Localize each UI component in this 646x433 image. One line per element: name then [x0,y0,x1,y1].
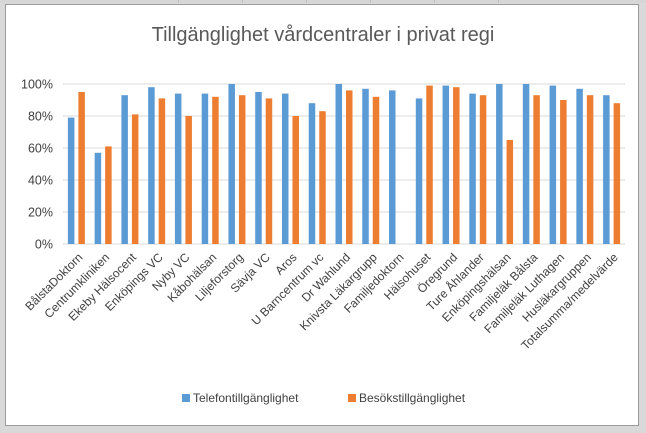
spreadsheet-column-divider [370,0,371,3]
spreadsheet-header-strip [0,0,646,3]
y-tick-label: 20% [28,206,53,220]
bar-telefontillganglighet[interactable] [415,98,423,245]
gridlines [63,83,625,245]
bar-telefontillganglighet[interactable] [148,87,155,244]
spreadsheet-column-divider [498,0,499,3]
bar-telefontillganglighet[interactable] [389,90,396,245]
bar-besokstillganglighet[interactable] [78,92,85,244]
bar-besokstillganglighet[interactable] [372,96,380,244]
bar-telefontillganglighet[interactable] [308,103,316,244]
chart-title[interactable]: Tillgänglighet vårdcentraler i privat re… [152,24,495,46]
legend-label[interactable]: Besökstillgänglighet [359,391,466,405]
bar-besokstillganglighet[interactable] [506,140,514,244]
bar-telefontillganglighet[interactable] [549,85,557,244]
legend[interactable]: Telefontillgänglighet Besökstillgänglighe… [182,391,466,405]
spreadsheet-column-divider [178,0,179,3]
legend-swatch [348,394,356,402]
bar-besokstillganglighet[interactable] [131,114,139,245]
bar-telefontillganglighet[interactable] [94,152,102,244]
bar-telefontillganglighet[interactable] [335,84,343,244]
legend-swatch [182,394,190,402]
bar-telefontillganglighet[interactable] [281,93,289,244]
bar-telefontillganglighet[interactable] [469,93,476,244]
bar-telefontillganglighet[interactable] [576,88,583,244]
y-tick-label: 0% [35,238,53,252]
bar-besokstillganglighet[interactable] [105,146,112,244]
bar-telefontillganglighet[interactable] [522,84,530,244]
bar-besokstillganglighet[interactable] [586,95,594,244]
bar-series-group[interactable] [67,84,621,245]
bar-telefontillganglighet[interactable] [174,93,182,244]
legend-label[interactable]: Telefontillgänglighet [193,391,299,405]
bar-telefontillganglighet[interactable] [255,92,262,244]
bar-besokstillganglighet[interactable] [238,95,246,244]
y-tick-label: 80% [28,110,53,124]
spreadsheet-column-divider [242,0,243,3]
bar-telefontillganglighet[interactable] [496,84,503,244]
bar-besokstillganglighet[interactable] [319,111,326,244]
y-tick-label: 40% [28,174,53,188]
bar-besokstillganglighet[interactable] [426,85,433,244]
bar-besokstillganglighet[interactable] [212,96,219,244]
bar-besokstillganglighet[interactable] [533,95,540,244]
bar-besokstillganglighet[interactable] [613,103,621,244]
bar-besokstillganglighet[interactable] [453,87,460,244]
bar-besokstillganglighet[interactable] [158,98,166,245]
y-tick-label: 100% [21,78,53,92]
bar-telefontillganglighet[interactable] [228,84,235,244]
spreadsheet-column-divider [434,0,435,3]
bar-telefontillganglighet[interactable] [67,117,75,244]
bar-besokstillganglighet[interactable] [185,116,192,244]
bar-telefontillganglighet[interactable] [442,85,450,244]
bar-besokstillganglighet[interactable] [479,95,487,244]
bar-besokstillganglighet[interactable] [292,116,299,244]
bar-besokstillganglighet[interactable] [265,98,273,245]
bar-besokstillganglighet[interactable] [560,100,567,244]
y-axis-tick-labels: 0% 20% 40% 60% 80% 100% [21,78,53,252]
y-tick-label: 60% [28,142,53,156]
bar-telefontillganglighet[interactable] [362,88,369,244]
bar-telefontillganglighet[interactable] [603,95,610,244]
bar-telefontillganglighet[interactable] [121,95,128,244]
bar-besokstillganglighet[interactable] [346,90,353,245]
spreadsheet-column-divider [306,0,307,3]
bar-telefontillganglighet[interactable] [201,93,209,244]
